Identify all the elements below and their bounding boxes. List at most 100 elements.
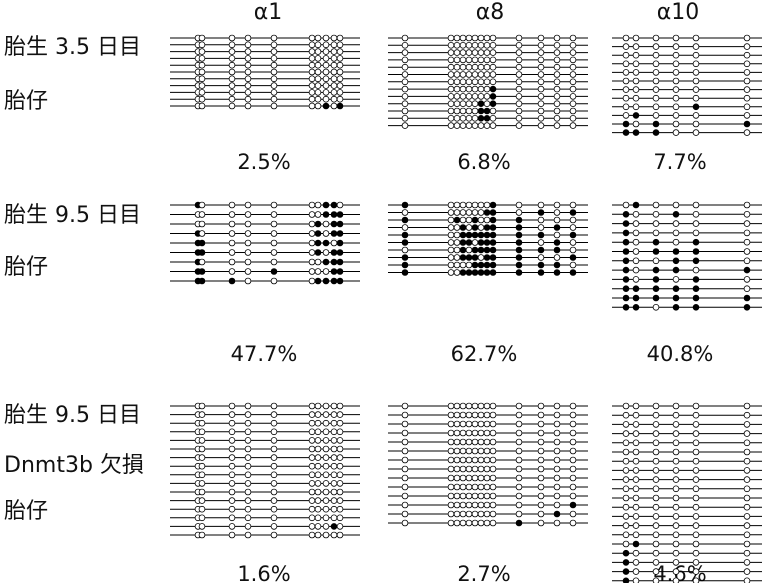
unmethylated-cpg [228, 445, 236, 453]
unmethylated-cpg [537, 56, 545, 64]
unmethylated-cpg [322, 220, 330, 228]
unmethylated-cpg [447, 447, 455, 455]
unmethylated-cpg [465, 456, 473, 464]
unmethylated-cpg [622, 34, 630, 42]
unmethylated-cpg [401, 465, 409, 473]
unmethylated-cpg [270, 239, 278, 247]
unmethylated-cpg [569, 429, 577, 437]
methylated-cpg [228, 277, 236, 285]
unmethylated-cpg [459, 519, 467, 527]
unmethylated-cpg [672, 276, 680, 283]
unmethylated-cpg [632, 77, 640, 85]
unmethylated-cpg [553, 34, 561, 42]
unmethylated-cpg [477, 49, 485, 56]
unmethylated-cpg [489, 107, 497, 115]
unmethylated-cpg [537, 411, 545, 419]
unmethylated-cpg [453, 41, 461, 49]
unmethylated-cpg [459, 63, 467, 71]
unmethylated-cpg [336, 505, 344, 513]
unmethylated-cpg [672, 238, 680, 246]
unmethylated-cpg [477, 122, 485, 129]
unmethylated-cpg [569, 402, 577, 410]
methylated-cpg [692, 285, 700, 293]
unmethylated-cpg [553, 85, 561, 93]
unmethylated-cpg [483, 519, 491, 527]
unmethylated-cpg [537, 420, 545, 428]
unmethylated-cpg [453, 402, 461, 410]
unmethylated-cpg [465, 411, 473, 419]
unmethylated-cpg [198, 211, 206, 218]
unmethylated-cpg [692, 421, 700, 428]
methylated-cpg [198, 249, 206, 256]
unmethylated-cpg [447, 49, 455, 56]
unmethylated-cpg [622, 439, 630, 447]
unmethylated-cpg [198, 402, 206, 410]
unmethylated-cpg [401, 209, 409, 216]
unmethylated-cpg [743, 411, 751, 419]
unmethylated-cpg [537, 474, 545, 482]
methylated-cpg [672, 248, 680, 255]
unmethylated-cpg [652, 540, 660, 548]
unmethylated-cpg [453, 100, 461, 107]
unmethylated-cpg [672, 94, 680, 102]
unmethylated-cpg [652, 257, 660, 265]
unmethylated-cpg [483, 122, 491, 129]
unmethylated-cpg [453, 201, 461, 209]
methylated-cpg [515, 246, 523, 254]
unmethylated-cpg [459, 456, 467, 464]
unmethylated-cpg [553, 429, 561, 437]
unmethylated-cpg [314, 445, 322, 453]
unmethylated-cpg [743, 51, 751, 59]
unmethylated-cpg [632, 485, 640, 493]
unmethylated-cpg [632, 549, 640, 557]
unmethylated-cpg [308, 268, 316, 275]
unmethylated-cpg [228, 454, 236, 461]
unmethylated-cpg [537, 85, 545, 93]
unmethylated-cpg [465, 501, 473, 509]
unmethylated-cpg [314, 531, 322, 539]
unmethylated-cpg [569, 63, 577, 71]
unmethylated-cpg [622, 60, 630, 68]
unmethylated-cpg [553, 100, 561, 107]
unmethylated-cpg [453, 447, 461, 455]
unmethylated-cpg [330, 454, 338, 461]
unmethylated-cpg [465, 209, 473, 216]
unmethylated-cpg [336, 428, 344, 436]
unmethylated-cpg [483, 492, 491, 500]
unmethylated-cpg [314, 480, 322, 487]
unmethylated-cpg [314, 55, 322, 62]
unmethylated-cpg [401, 402, 409, 410]
row-label-e35-line2: 胎仔 [4, 89, 49, 114]
unmethylated-cpg [622, 531, 630, 539]
unmethylated-cpg [489, 122, 497, 129]
unmethylated-cpg [270, 220, 278, 228]
methylated-cpg [401, 201, 409, 209]
methylated-cpg [692, 103, 700, 111]
unmethylated-cpg [652, 485, 660, 493]
unmethylated-cpg [743, 430, 751, 437]
methylated-cpg [743, 266, 751, 274]
unmethylated-cpg [314, 68, 322, 76]
unmethylated-cpg [692, 494, 700, 502]
unmethylated-cpg [652, 467, 660, 474]
unmethylated-cpg [401, 510, 409, 518]
unmethylated-cpg [672, 51, 680, 59]
unmethylated-cpg [447, 107, 455, 115]
unmethylated-cpg [244, 480, 252, 487]
unmethylated-cpg [459, 85, 467, 93]
unmethylated-cpg [652, 51, 660, 59]
methylated-cpg [477, 269, 485, 276]
unmethylated-cpg [652, 430, 660, 437]
unmethylated-cpg [314, 34, 322, 42]
methylated-cpg [652, 276, 660, 283]
unmethylated-cpg [453, 56, 461, 64]
unmethylated-cpg [743, 457, 751, 465]
unmethylated-cpg [477, 93, 485, 100]
unmethylated-cpg [228, 95, 236, 103]
unmethylated-cpg [515, 71, 523, 78]
unmethylated-cpg [314, 419, 322, 427]
unmethylated-cpg [537, 239, 545, 246]
unmethylated-cpg [537, 519, 545, 527]
unmethylated-cpg [401, 474, 409, 482]
unmethylated-cpg [622, 411, 630, 419]
